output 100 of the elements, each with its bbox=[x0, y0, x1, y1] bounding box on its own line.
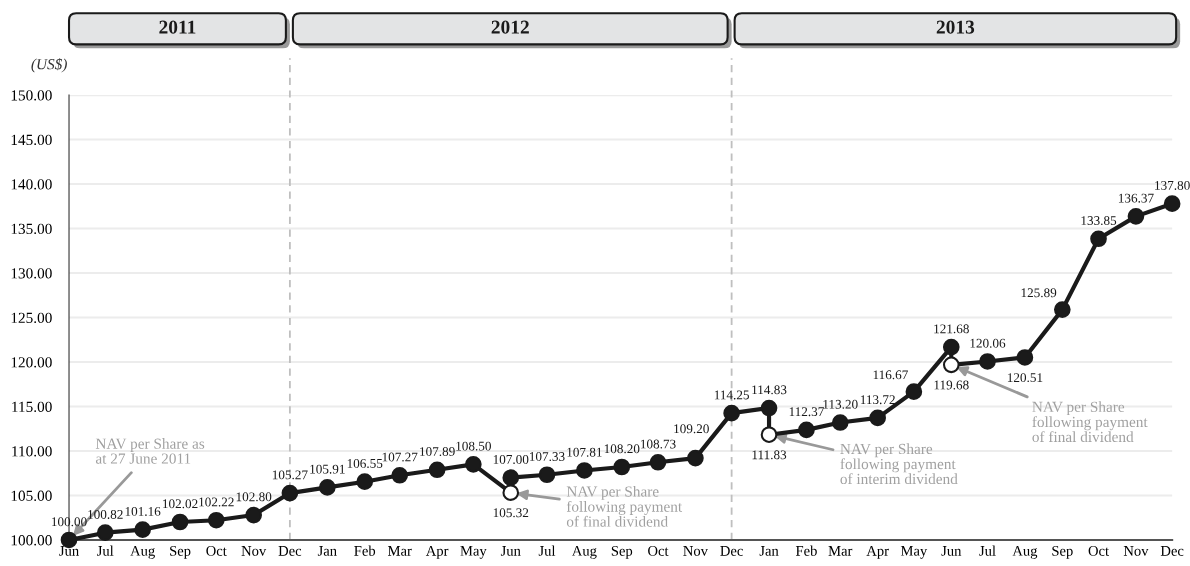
data-label: 113.20 bbox=[823, 399, 858, 409]
data-label: 102.02 bbox=[163, 499, 198, 509]
data-label: 120.06 bbox=[970, 338, 1006, 348]
x-tick-label: Dec bbox=[1160, 546, 1184, 556]
data-label: 102.80 bbox=[236, 492, 272, 502]
point bbox=[831, 414, 849, 431]
x-tick-label: Nov bbox=[683, 546, 708, 556]
point bbox=[979, 353, 996, 370]
y-tick-label: 115.00 bbox=[12, 401, 52, 413]
point bbox=[1127, 208, 1145, 225]
x-tick-label: Nov bbox=[1123, 546, 1149, 556]
data-label: 114.25 bbox=[714, 390, 749, 400]
point bbox=[207, 511, 225, 529]
x-tick-label: Aug bbox=[571, 545, 597, 559]
x-tick-label: Jun bbox=[59, 546, 79, 556]
data-label: 105.27 bbox=[272, 470, 308, 480]
x-tick-label: Feb bbox=[354, 545, 376, 556]
data-label: 136.37 bbox=[1118, 193, 1154, 203]
x-tick-label: Oct bbox=[1088, 545, 1109, 556]
point bbox=[760, 399, 778, 417]
data-label: 113.72 bbox=[860, 395, 895, 405]
data-label: 107.27 bbox=[382, 452, 418, 462]
data-label: 111.83 bbox=[752, 450, 787, 460]
data-label: 114.83 bbox=[752, 385, 787, 395]
data-label: 133.85 bbox=[1081, 216, 1117, 226]
text: 2013 bbox=[936, 20, 975, 34]
point bbox=[318, 479, 336, 496]
y-tick-label: 110.00 bbox=[12, 446, 52, 457]
data-label: 107.89 bbox=[420, 447, 455, 457]
data-label: 112.37 bbox=[789, 407, 824, 417]
x-tick-label: Oct bbox=[206, 545, 227, 556]
data-label: 121.68 bbox=[934, 324, 969, 334]
data-label: 108.50 bbox=[456, 441, 491, 451]
point bbox=[538, 466, 556, 484]
point bbox=[798, 421, 815, 439]
data-label: 107.81 bbox=[567, 447, 602, 457]
point bbox=[1163, 195, 1181, 212]
y-tick-label: 100.00 bbox=[11, 535, 52, 546]
point bbox=[428, 461, 446, 479]
x-tick-label: Sep bbox=[170, 545, 191, 559]
data-label: 101.16 bbox=[125, 506, 161, 516]
y-tick-label: 140.00 bbox=[11, 179, 52, 190]
x-tick-label: May bbox=[900, 546, 928, 559]
point bbox=[723, 404, 740, 422]
x-tick-label: Aug bbox=[1012, 545, 1038, 559]
x-tick-label: Sep bbox=[1052, 545, 1073, 559]
data-label: 125.89 bbox=[1021, 288, 1057, 298]
data-label: 116.67 bbox=[873, 370, 908, 380]
data-label: 105.32 bbox=[493, 508, 529, 518]
annotation: NAV per Share following payment of final dividend bbox=[1032, 401, 1148, 443]
x-tick-label: Nov bbox=[241, 546, 267, 556]
x-tick-label: May bbox=[460, 546, 487, 559]
x-tick-label: Apr bbox=[425, 546, 449, 559]
point bbox=[649, 453, 667, 471]
x-tick-label: Dec bbox=[720, 546, 743, 556]
data-label: 108.20 bbox=[604, 444, 640, 454]
y-tick-label: 135.00 bbox=[11, 223, 52, 235]
point bbox=[869, 409, 886, 427]
x-tick-label: Sep bbox=[611, 545, 633, 559]
y-tick-label: 150.00 bbox=[11, 90, 52, 101]
data-label: 107.00 bbox=[493, 454, 529, 464]
point bbox=[613, 458, 631, 476]
data-label: 109.20 bbox=[674, 424, 709, 434]
point bbox=[1054, 301, 1071, 318]
point bbox=[134, 521, 151, 538]
data-label: 100.00 bbox=[52, 517, 87, 527]
x-tick-label: Feb bbox=[795, 545, 817, 556]
point bbox=[576, 462, 593, 479]
annotation: NAV per Share as at 27 June 2011 bbox=[95, 438, 205, 464]
point bbox=[245, 506, 262, 524]
y-tick-label: 120.00 bbox=[11, 357, 52, 368]
y-tick-label: 125.00 bbox=[11, 312, 52, 324]
y-tick-label: 130.00 bbox=[11, 268, 52, 279]
x-tick-label: Dec bbox=[278, 546, 302, 556]
data-label: 107.33 bbox=[529, 452, 565, 462]
x-tick-label: Jun bbox=[941, 546, 962, 556]
x-tick-label: Jul bbox=[97, 545, 114, 556]
x-tick-label: Jan bbox=[759, 546, 779, 556]
point bbox=[96, 524, 114, 541]
point bbox=[281, 484, 299, 502]
x-tick-label: Aug bbox=[130, 545, 155, 559]
point bbox=[171, 513, 189, 531]
x-tick-label: Mar bbox=[828, 546, 853, 556]
annotation: NAV per Share following payment of interim dividend bbox=[840, 443, 958, 485]
y-tick-label: 105.00 bbox=[11, 490, 52, 501]
y-axis-title: (US$) bbox=[31, 58, 67, 73]
x-tick-label: Jul bbox=[979, 545, 996, 556]
x-tick-label: Apr bbox=[866, 546, 889, 559]
point bbox=[356, 473, 374, 491]
data-label: 105.91 bbox=[310, 464, 345, 474]
text: 2011 bbox=[159, 20, 196, 34]
point bbox=[502, 469, 520, 487]
x-tick-label: Jun bbox=[500, 546, 521, 556]
annotation: NAV per Share following payment of final dividend bbox=[566, 485, 683, 527]
point bbox=[942, 356, 960, 374]
data-label: 137.80 bbox=[1155, 180, 1190, 190]
data-label: 106.55 bbox=[347, 458, 383, 468]
point bbox=[1090, 230, 1107, 248]
point bbox=[942, 338, 960, 356]
x-tick-label: Jul bbox=[538, 545, 556, 556]
